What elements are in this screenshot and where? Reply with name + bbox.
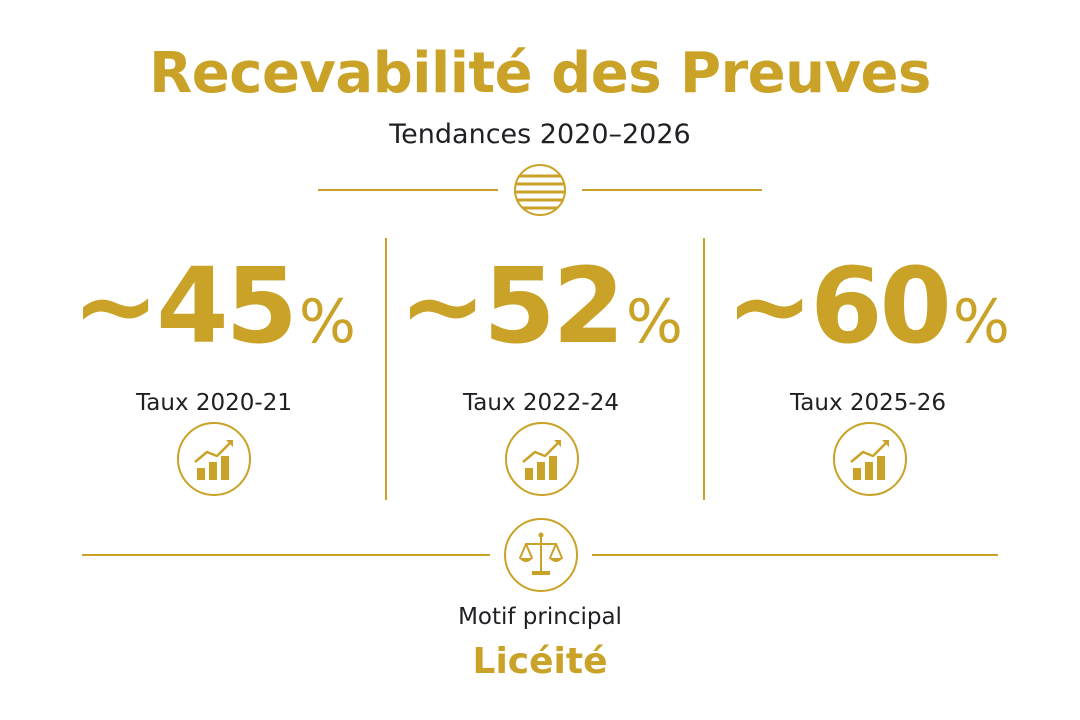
stat-value: ~60% <box>726 245 1010 367</box>
bottom-divider-left <box>82 554 490 556</box>
stat-column-3: ~60% Taux 2025-26 <box>708 246 1028 420</box>
scales-of-justice-icon <box>504 518 578 592</box>
stat-label: Taux 2022-24 <box>463 390 619 416</box>
stat-column-2: ~52% Taux 2022-24 <box>381 246 701 420</box>
stat-label: Taux 2020-21 <box>136 390 292 416</box>
bar-chart-up-icon <box>177 422 251 496</box>
motif-value: Licéité <box>472 641 608 682</box>
column-divider-1 <box>385 238 387 500</box>
stat-label: Taux 2025-26 <box>790 390 946 416</box>
bar-chart-up-icon <box>505 422 579 496</box>
stat-value: ~52% <box>399 245 683 367</box>
motif-label: Motif principal <box>458 604 622 630</box>
page-subtitle: Tendances 2020–2026 <box>389 119 691 150</box>
page-title: Recevabilité des Preuves <box>149 41 931 106</box>
stat-column-1: ~45% Taux 2020-21 <box>54 246 374 420</box>
top-divider-left <box>318 189 498 191</box>
top-divider-right <box>582 189 762 191</box>
bar-chart-up-icon <box>833 422 907 496</box>
bottom-divider-right <box>592 554 998 556</box>
striped-circle-emblem-icon <box>513 163 567 217</box>
stat-value: ~45% <box>72 245 356 367</box>
column-divider-2 <box>703 238 705 500</box>
